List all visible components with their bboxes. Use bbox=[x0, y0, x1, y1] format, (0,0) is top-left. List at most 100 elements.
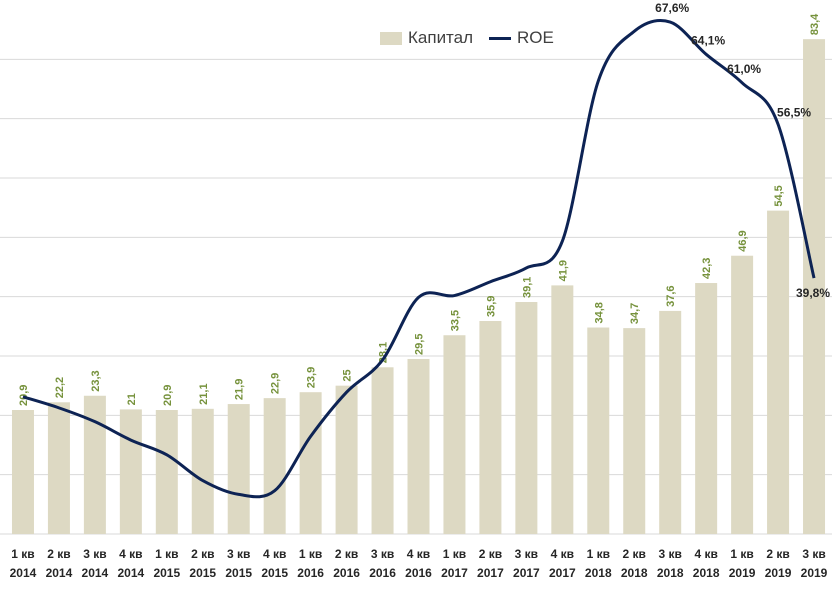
bar-capital bbox=[371, 367, 394, 534]
bar-value-label: 46,9 bbox=[737, 230, 749, 251]
bar-value-label: 42,3 bbox=[701, 258, 713, 279]
roe-value-label: 64,1% bbox=[691, 33, 725, 47]
bar-value-label: 20,9 bbox=[18, 385, 30, 406]
x-tick-quarter: 1 кв bbox=[299, 547, 322, 561]
bar-value-label: 25 bbox=[342, 369, 354, 381]
roe-value-label: 39,8% bbox=[796, 286, 830, 300]
bar-capital bbox=[767, 210, 790, 534]
x-tick-quarter: 4 кв bbox=[119, 547, 142, 561]
roe-labels: 67,6% 64,1% 61,0% 56,5% 39,8% bbox=[655, 1, 830, 300]
bar-capital bbox=[515, 302, 538, 534]
bar-capital bbox=[731, 255, 754, 534]
bar-value-label: 37,6 bbox=[665, 285, 677, 306]
x-tick-year: 2018 bbox=[585, 566, 612, 580]
roe-value-label: 67,6% bbox=[655, 1, 689, 15]
legend-item-capital: Капитал bbox=[380, 28, 473, 48]
x-tick-quarter: 2 кв bbox=[766, 547, 789, 561]
bar-capital bbox=[587, 327, 610, 534]
x-tick-year: 2017 bbox=[477, 566, 504, 580]
bar-value-label: 34,8 bbox=[593, 302, 605, 323]
roe-value-label: 61,0% bbox=[727, 62, 761, 76]
bar-value-label: 41,9 bbox=[557, 260, 569, 281]
x-tick-quarter: 3 кв bbox=[227, 547, 250, 561]
bar-capital bbox=[227, 404, 250, 534]
bar-capital bbox=[551, 285, 574, 534]
legend-item-roe: ROE bbox=[489, 28, 554, 48]
bar-capital bbox=[623, 328, 646, 534]
x-tick-year: 2018 bbox=[621, 566, 648, 580]
x-tick-quarter: 1 кв bbox=[155, 547, 178, 561]
x-tick-year: 2016 bbox=[297, 566, 324, 580]
bar-value-label: 35,9 bbox=[485, 296, 497, 317]
x-tick-year: 2016 bbox=[333, 566, 360, 580]
bar-capital bbox=[335, 385, 358, 534]
bar-capital bbox=[659, 310, 682, 534]
roe-value-label: 56,5% bbox=[777, 105, 811, 119]
x-tick-quarter: 3 кв bbox=[83, 547, 106, 561]
x-tick-quarter: 2 кв bbox=[479, 547, 502, 561]
bar-capital bbox=[479, 320, 502, 534]
x-tick-quarter: 1 кв bbox=[11, 547, 34, 561]
x-tick-year: 2014 bbox=[10, 566, 37, 580]
x-tick-quarter: 4 кв bbox=[263, 547, 286, 561]
bar-value-label: 22,2 bbox=[54, 377, 66, 398]
x-tick-year: 2015 bbox=[153, 566, 180, 580]
x-tick-quarter: 1 кв bbox=[587, 547, 610, 561]
bar-capital bbox=[119, 409, 142, 534]
bar-value-label: 23,3 bbox=[90, 370, 102, 391]
x-tick-year: 2017 bbox=[441, 566, 468, 580]
x-tick-quarter: 3 кв bbox=[802, 547, 825, 561]
bar-value-label: 39,1 bbox=[521, 277, 533, 298]
x-tick-quarter: 2 кв bbox=[47, 547, 70, 561]
x-tick-year: 2014 bbox=[46, 566, 73, 580]
x-tick-year: 2014 bbox=[117, 566, 144, 580]
bar-capital bbox=[803, 39, 826, 534]
bar-value-label: 20,9 bbox=[162, 385, 174, 406]
x-tick-year: 2019 bbox=[729, 566, 756, 580]
bar-capital bbox=[191, 408, 214, 534]
x-tick-year: 2015 bbox=[189, 566, 216, 580]
bar-capital bbox=[299, 392, 322, 534]
bar-capital bbox=[443, 335, 466, 534]
legend-label-capital: Капитал bbox=[408, 28, 474, 47]
x-tick-year: 2018 bbox=[693, 566, 720, 580]
x-axis-tick-labels: 1 кв 2014 2 кв 2014 3 кв 2014 4 кв 2014 1 кв 2015… bbox=[10, 547, 828, 580]
bar-value-label: 21,9 bbox=[234, 379, 246, 400]
x-tick-year: 2018 bbox=[657, 566, 684, 580]
x-tick-year: 2015 bbox=[225, 566, 252, 580]
bar-capital bbox=[695, 283, 718, 534]
x-tick-year: 2019 bbox=[801, 566, 828, 580]
bar-value-label: 34,7 bbox=[629, 303, 641, 324]
x-tick-quarter: 1 кв bbox=[730, 547, 753, 561]
x-tick-year: 2017 bbox=[513, 566, 540, 580]
x-tick-year: 2017 bbox=[549, 566, 576, 580]
x-tick-quarter: 2 кв bbox=[191, 547, 214, 561]
bar-value-label: 21,1 bbox=[198, 383, 210, 404]
x-tick-quarter: 1 кв bbox=[443, 547, 466, 561]
bar-capital bbox=[47, 402, 70, 534]
legend-swatch-capital bbox=[380, 31, 402, 45]
bar-value-label: 29,5 bbox=[414, 334, 426, 355]
bar-value-label: 21 bbox=[126, 393, 138, 405]
bars bbox=[11, 39, 826, 534]
x-tick-quarter: 4 кв bbox=[407, 547, 430, 561]
x-tick-year: 2016 bbox=[369, 566, 396, 580]
x-tick-quarter: 3 кв bbox=[515, 547, 538, 561]
roe-line bbox=[22, 19, 816, 499]
x-tick-year: 2015 bbox=[261, 566, 288, 580]
legend-swatch-roe bbox=[489, 36, 512, 40]
x-tick-quarter: 3 кв bbox=[371, 547, 394, 561]
bar-value-label: 28,1 bbox=[378, 342, 390, 363]
bar-capital bbox=[155, 409, 178, 534]
bar-capital bbox=[83, 395, 106, 534]
x-tick-quarter: 2 кв bbox=[623, 547, 646, 561]
bar-capital bbox=[263, 398, 286, 534]
bar-value-label: 83,4 bbox=[809, 13, 821, 35]
legend: Капитал ROE bbox=[380, 28, 570, 48]
x-tick-quarter: 4 кв bbox=[551, 547, 574, 561]
x-tick-quarter: 3 кв bbox=[659, 547, 682, 561]
bar-value-label: 23,9 bbox=[306, 367, 318, 388]
bar-value-label: 54,5 bbox=[773, 185, 785, 206]
x-tick-year: 2016 bbox=[405, 566, 432, 580]
